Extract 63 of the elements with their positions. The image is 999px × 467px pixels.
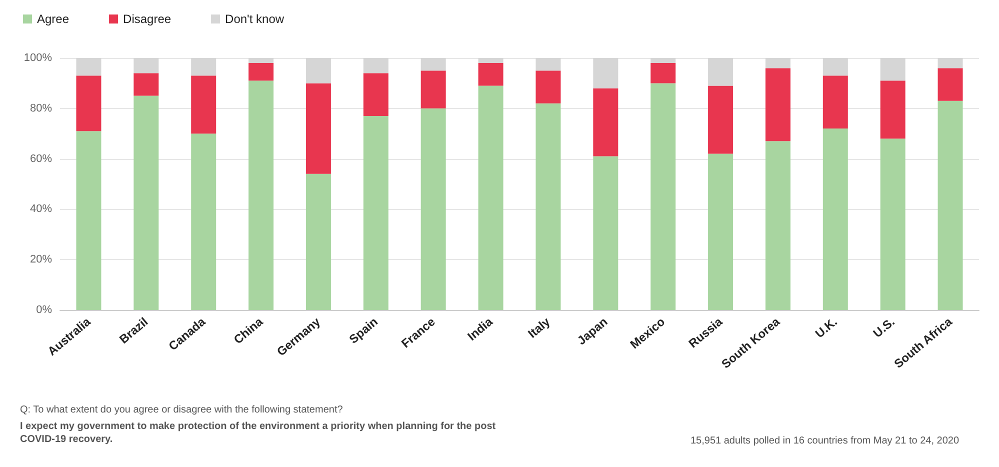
bar — [191, 58, 216, 76]
bar — [822, 58, 848, 76]
bar — [134, 58, 159, 74]
bar — [306, 174, 331, 310]
bar — [822, 128, 848, 310]
x-tick-label: U.K. — [812, 314, 840, 341]
bar — [650, 63, 676, 84]
bar — [306, 58, 331, 84]
bar — [191, 76, 216, 134]
bar — [478, 58, 504, 64]
bar — [938, 58, 963, 68]
bar — [536, 58, 561, 71]
bar — [536, 103, 561, 310]
y-tick-label: 80% — [30, 102, 52, 114]
bar — [593, 58, 618, 88]
bar — [938, 68, 963, 101]
bar — [765, 141, 790, 310]
y-tick-label: 0% — [36, 304, 52, 316]
bar — [420, 58, 446, 71]
bar — [363, 116, 388, 310]
bar — [134, 73, 159, 96]
y-tick-label: 60% — [30, 152, 52, 165]
text: I expect my government to make protection of the environment a priority when planning for the post COVID-19 recovery. — [20, 421, 498, 445]
bar — [420, 108, 446, 310]
legend-label: Don't know — [225, 12, 284, 26]
legend-label: Agree — [37, 12, 70, 26]
bar — [134, 96, 159, 310]
bar — [765, 68, 790, 142]
bar — [248, 58, 274, 64]
bar — [822, 76, 848, 129]
bar — [880, 80, 906, 139]
bar — [708, 86, 734, 154]
x-tick-label: U.S. — [870, 314, 898, 340]
bar — [248, 63, 274, 81]
text: Q: To what extent do you agree or disagree with the following statement? — [20, 404, 344, 416]
legend-label: Disagree — [123, 12, 172, 26]
bar — [478, 86, 504, 310]
bar — [191, 134, 216, 310]
bar — [76, 58, 102, 76]
bar — [880, 58, 906, 81]
y-tick-label: 40% — [30, 203, 52, 216]
bar — [650, 83, 676, 310]
bar — [765, 58, 790, 68]
bar — [248, 80, 274, 310]
bar — [880, 138, 906, 310]
bar — [593, 88, 618, 156]
y-tick-label: 100% — [24, 52, 52, 64]
bar — [650, 58, 676, 64]
bar — [420, 70, 446, 108]
bar — [938, 100, 963, 310]
text: 15,951 adults polled in 16 countries from May 21 to 24, 2020 — [690, 436, 960, 446]
bar — [478, 63, 504, 86]
bar — [708, 154, 734, 310]
bar — [76, 131, 102, 310]
bar — [363, 58, 388, 74]
bar — [363, 73, 388, 116]
bar — [593, 156, 618, 310]
y-tick-label: 20% — [30, 254, 52, 266]
bar — [76, 76, 102, 132]
bar — [708, 58, 734, 86]
bar — [306, 83, 331, 174]
bar — [536, 70, 561, 104]
x-tick-label: Italy — [525, 314, 553, 341]
